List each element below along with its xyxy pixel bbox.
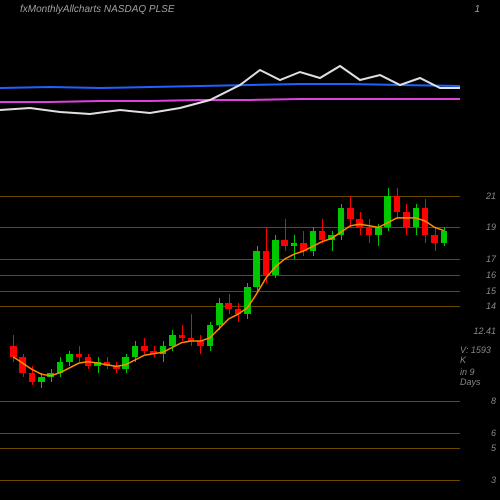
chart-title: fxMonthlyAllcharts NASDAQ PLSE — [20, 4, 175, 15]
grid-line — [0, 480, 460, 481]
y-label: 6 — [491, 428, 496, 438]
candles — [10, 180, 450, 480]
y-label: 15 — [486, 286, 496, 296]
indicator-panel — [0, 30, 460, 130]
chart-header: fxMonthlyAllcharts NASDAQ PLSE 1 — [20, 4, 480, 15]
y-axis-labels: 21191716151412.41V: 1593 Kin 9 Days8653 — [460, 180, 496, 480]
price-chart — [0, 180, 460, 480]
y-label: 19 — [486, 222, 496, 232]
y-label: 17 — [486, 254, 496, 264]
y-label: 8 — [491, 396, 496, 406]
y-label: 5 — [491, 443, 496, 453]
y-label: 16 — [486, 270, 496, 280]
y-label: 14 — [486, 301, 496, 311]
y-label: 12.41 — [473, 326, 496, 336]
chart-timeframe: 1 — [474, 4, 480, 15]
y-label: V: 1593 K — [460, 345, 496, 365]
y-label: 21 — [486, 191, 496, 201]
y-label: 3 — [491, 475, 496, 485]
y-label: in 9 Days — [460, 367, 496, 387]
